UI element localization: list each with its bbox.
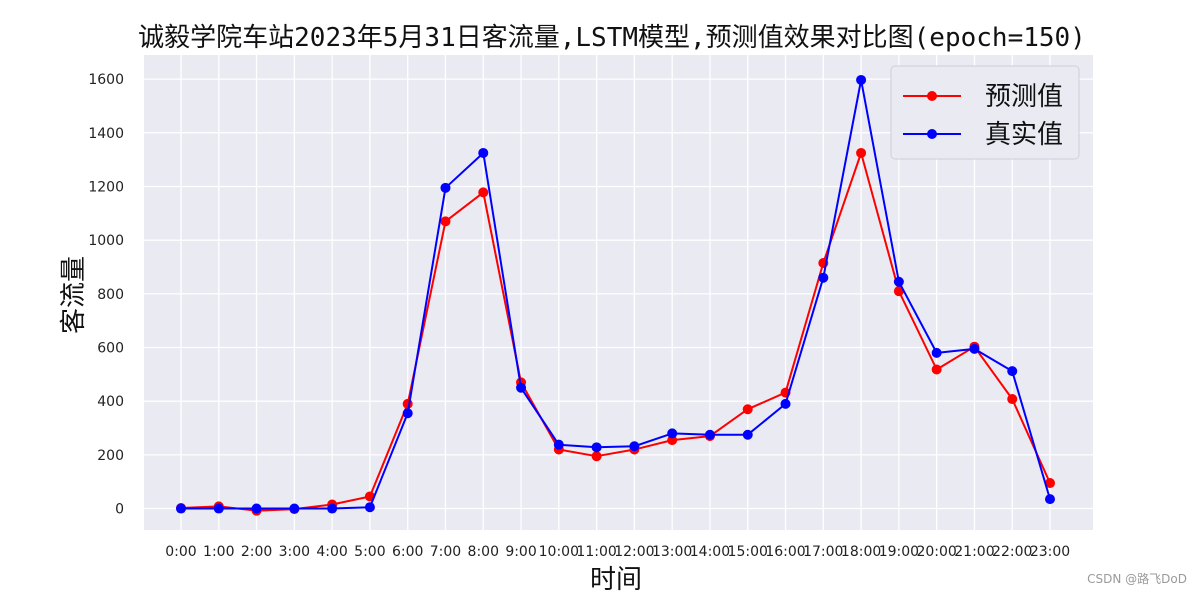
data-point-1 (704, 429, 715, 440)
y-tick-label: 400 (97, 394, 124, 410)
y-tick-label: 200 (97, 448, 124, 464)
data-point-0 (1045, 478, 1055, 489)
data-point-0 (742, 404, 753, 415)
x-tick-label: 12:00 (614, 544, 654, 560)
x-tick-label: 19:00 (879, 544, 919, 560)
y-tick-label: 800 (97, 287, 124, 303)
x-tick-label: 11:00 (576, 544, 616, 560)
watermark: CSDN @路飞DoD (1087, 571, 1187, 586)
data-point-1 (213, 503, 224, 514)
x-tick-label: 8:00 (468, 544, 499, 560)
x-tick-label: 22:00 (992, 544, 1032, 560)
data-point-1 (251, 503, 262, 514)
x-tick-label: 4:00 (316, 544, 347, 560)
x-tick-label: 1:00 (203, 544, 234, 560)
data-point-0 (440, 216, 451, 227)
data-point-0 (1007, 394, 1018, 405)
data-point-1 (516, 382, 527, 393)
y-tick-label: 0 (115, 502, 124, 518)
data-point-1 (780, 398, 791, 409)
x-tick-label: 5:00 (354, 544, 385, 560)
x-tick-label: 20:00 (916, 544, 956, 560)
x-tick-label: 17:00 (803, 544, 843, 560)
data-point-1 (176, 503, 186, 514)
x-tick-label: 14:00 (690, 544, 730, 560)
data-point-1 (856, 74, 867, 85)
data-point-1 (667, 428, 678, 439)
x-tick-label: 23:00 (1030, 544, 1070, 560)
chart-title: 诚毅学院车站2023年5月31日客流量,LSTM模型,预测值效果对比图(epoc… (138, 23, 1086, 53)
x-axis-ticks: 0:00 1:00 2:00 3:00 4:00 5:00 6:00 7:00 8:00 9:00… (165, 544, 1070, 560)
y-axis-ticks: 0 200 400 600 800 1000 1200 1400 1600 (88, 72, 124, 517)
legend-marker-predicted (927, 91, 937, 101)
data-point-1 (364, 502, 375, 513)
x-tick-label: 15:00 (728, 544, 768, 560)
y-tick-label: 1400 (88, 126, 124, 142)
data-point-0 (856, 147, 867, 158)
data-point-0 (478, 187, 489, 198)
y-tick-label: 1600 (88, 72, 124, 88)
data-point-1 (402, 408, 413, 419)
data-point-1 (553, 439, 564, 450)
data-point-1 (931, 347, 942, 358)
y-tick-label: 600 (97, 341, 124, 357)
data-point-1 (818, 272, 829, 283)
data-point-0 (931, 364, 942, 375)
x-tick-label: 7:00 (430, 544, 461, 560)
series-line-1 (181, 79, 1051, 510)
x-tick-label: 21:00 (954, 544, 994, 560)
data-point-0 (893, 286, 904, 297)
x-tick-label: 18:00 (841, 544, 881, 560)
data-point-1 (1007, 366, 1018, 377)
legend-label-predicted: 预测值 (985, 82, 1063, 112)
data-point-1 (629, 441, 640, 452)
legend: 预测值 真实值 (890, 65, 1080, 160)
y-tick-label: 1200 (88, 179, 124, 195)
series-layer (176, 74, 1055, 516)
x-tick-label: 3:00 (279, 544, 310, 560)
data-point-1 (440, 182, 451, 193)
data-point-1 (969, 343, 980, 354)
y-axis-label: 客流量 (59, 256, 89, 334)
x-tick-label: 6:00 (392, 544, 423, 560)
data-point-1 (478, 147, 489, 158)
legend-marker-actual (927, 129, 937, 139)
x-axis-label: 时间 (590, 565, 642, 595)
data-point-1 (742, 429, 753, 440)
y-tick-label: 1000 (88, 233, 124, 249)
legend-label-actual: 真实值 (985, 120, 1063, 150)
legend-box (890, 65, 1080, 160)
x-tick-label: 16:00 (765, 544, 805, 560)
data-point-1 (289, 503, 300, 514)
series-line-0 (180, 152, 1051, 512)
data-point-0 (591, 451, 602, 462)
x-tick-label: 9:00 (505, 544, 536, 560)
x-tick-label: 2:00 (241, 544, 272, 560)
data-point-1 (591, 442, 602, 453)
data-point-1 (893, 276, 904, 287)
x-tick-label: 13:00 (652, 544, 692, 560)
x-tick-label: 10:00 (539, 544, 579, 560)
x-tick-label: 0:00 (165, 544, 196, 560)
data-point-1 (1045, 494, 1055, 505)
data-point-1 (327, 503, 338, 514)
